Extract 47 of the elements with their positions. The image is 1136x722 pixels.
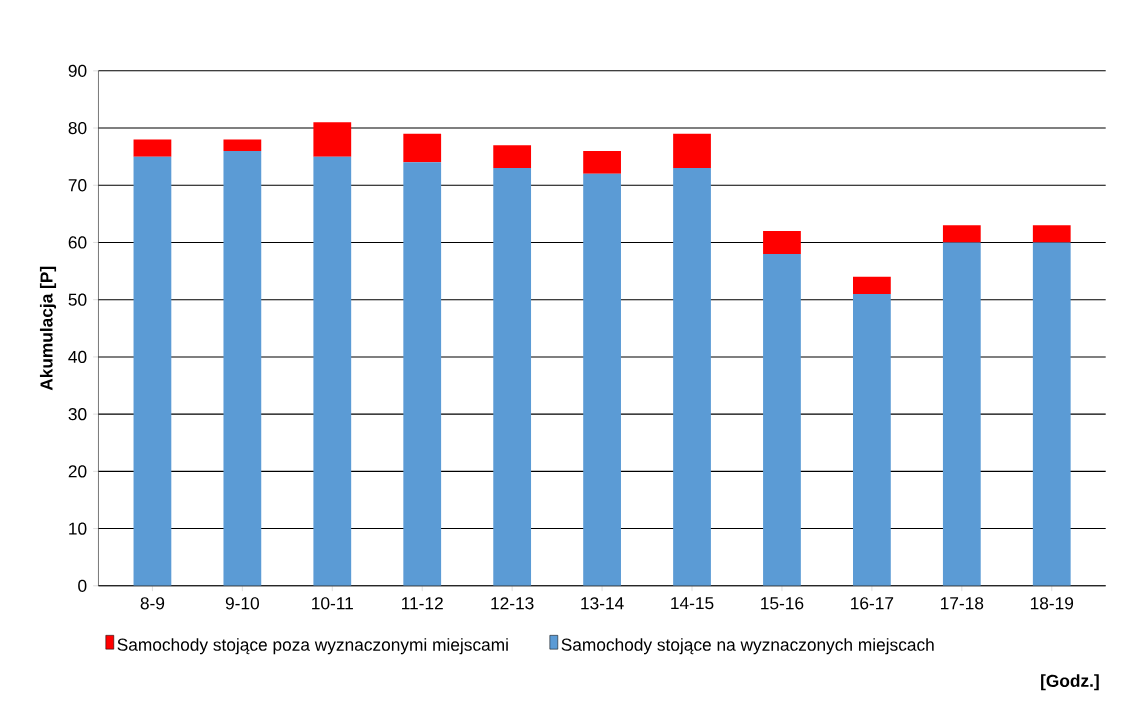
x-tick-label: 17-18	[941, 597, 984, 610]
y-tick-label: 30	[68, 407, 87, 421]
x-tick-label: 12-13	[491, 597, 534, 610]
y-tick-label: 80	[68, 121, 87, 135]
bar	[942, 225, 981, 243]
bar	[1032, 225, 1071, 243]
x-axis-title: [Godz.]	[1041, 674, 1099, 691]
bar	[403, 133, 442, 163]
bar	[853, 276, 891, 294]
x-tick-label: 11-12	[402, 597, 443, 610]
x-tick-label: 13-14	[581, 597, 624, 610]
bar	[763, 253, 801, 586]
x-tick-label: 15-16	[761, 597, 804, 610]
y-tick-label: 50	[68, 293, 87, 306]
bar	[223, 150, 262, 586]
legend-label: Samochody stojące poza wyznaczonymi miejscami	[117, 638, 508, 655]
bar	[583, 150, 621, 174]
bar	[403, 162, 442, 586]
bar	[763, 230, 801, 254]
bar	[133, 139, 172, 157]
x-tick-label: 18-19	[1030, 597, 1074, 610]
bar	[673, 133, 711, 169]
x-tick-label: 10-11	[312, 597, 353, 610]
y-tick-label: 0	[78, 579, 87, 592]
bar	[223, 139, 262, 151]
bar	[1032, 242, 1071, 586]
y-tick-label: 90	[68, 64, 87, 77]
y-tick-label: 60	[68, 236, 87, 249]
x-tick-label: 8-9	[140, 597, 165, 610]
bar	[493, 145, 532, 169]
bar	[313, 156, 352, 586]
y-tick-label: 10	[69, 522, 87, 535]
bar	[133, 156, 172, 586]
bar	[583, 173, 621, 586]
x-tick-label: 14-15	[671, 597, 714, 610]
y-tick-label: 40	[68, 350, 87, 363]
x-tick-label: 16-17	[851, 597, 894, 610]
bar	[853, 293, 891, 586]
bar	[493, 168, 532, 586]
bar	[673, 168, 711, 586]
bar	[942, 242, 981, 586]
y-axis-title: Akumulacja [P]	[39, 266, 57, 391]
y-tick-label: 70	[68, 179, 87, 192]
x-tick-label: 9-10	[225, 597, 259, 610]
y-tick-label: 20	[68, 465, 87, 478]
legend-label: Samochody stojące na wyznaczonych miejscach	[561, 638, 934, 655]
bar	[313, 122, 352, 157]
